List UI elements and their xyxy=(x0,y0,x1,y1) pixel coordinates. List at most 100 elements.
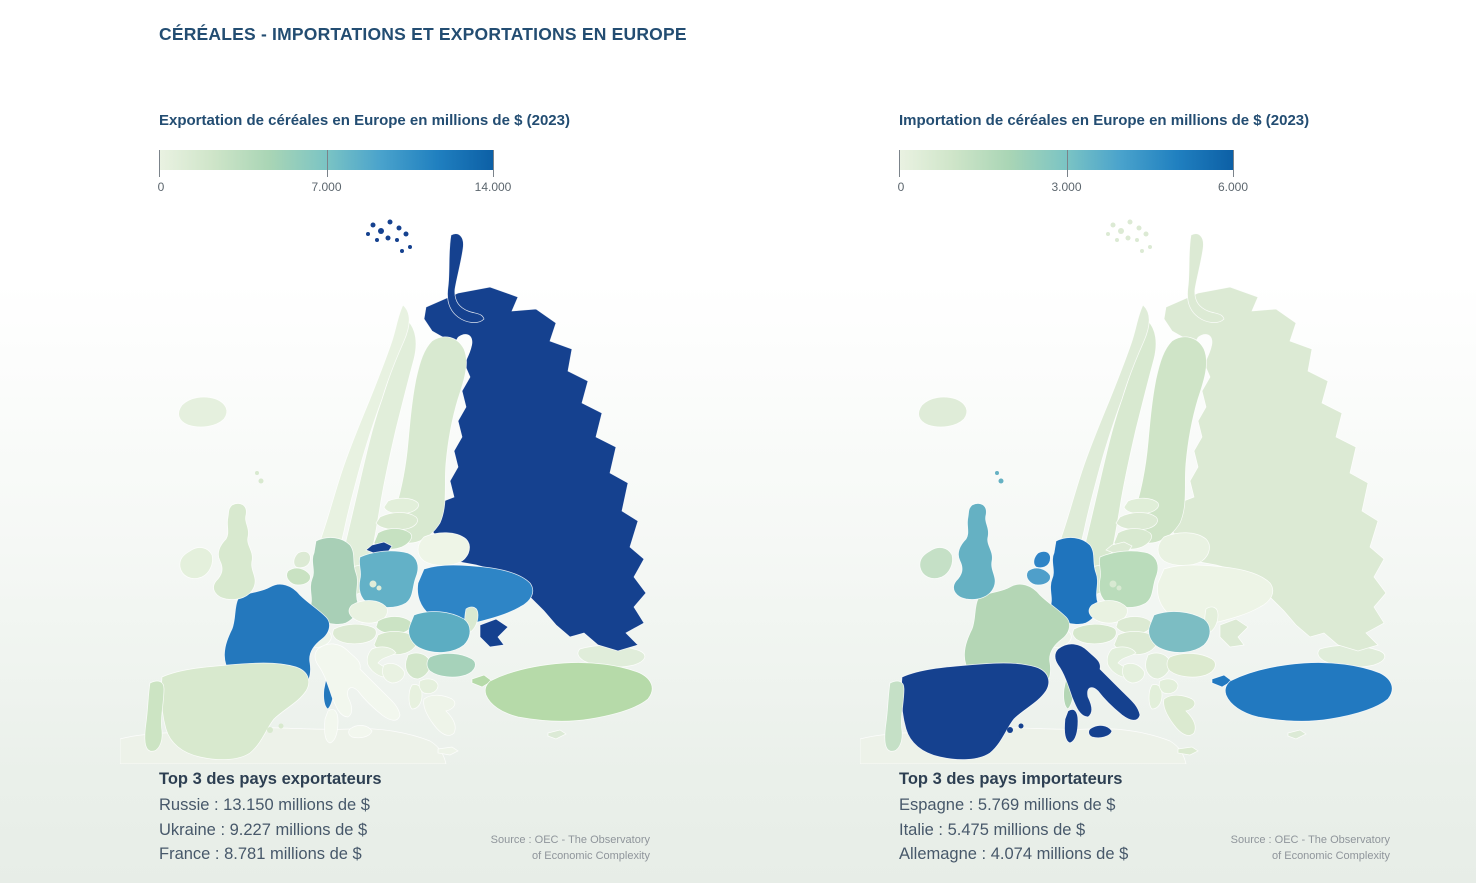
island-dot-denmark xyxy=(376,585,382,591)
country-sardinia xyxy=(1064,709,1079,744)
import-source-credit: Source : OEC - The Observatory of Econom… xyxy=(1231,832,1390,867)
import-top3-line-3: Allemagne : 4.074 millions de $ xyxy=(899,845,1129,863)
island-dot-russia xyxy=(395,238,399,242)
island-dot-spain xyxy=(259,731,263,735)
country-estonia xyxy=(1123,497,1159,515)
island-dot-russia xyxy=(385,235,391,241)
import-map-title: Importation de céréales en Europe en mil… xyxy=(899,112,1310,129)
island-dot-spain xyxy=(267,727,273,733)
scale-tick-max xyxy=(1233,150,1234,177)
island-dot-uk xyxy=(998,478,1004,484)
island-dot-denmark xyxy=(369,580,377,588)
country-thrace xyxy=(471,674,493,688)
country-russia xyxy=(423,286,647,652)
export-source-line-2: of Economic Complexity xyxy=(532,849,650,862)
island-dot-spain xyxy=(278,723,284,729)
country-turkey xyxy=(1224,662,1393,722)
country-belgium xyxy=(1026,567,1051,586)
scale-tick-mid xyxy=(1066,150,1068,177)
export-source-credit: Source : OEC - The Observatory of Econom… xyxy=(491,832,650,867)
country-iceland xyxy=(918,396,968,428)
scale-label-max: 6.000 xyxy=(1217,180,1249,194)
country-bulgaria xyxy=(1166,653,1216,678)
country-romania xyxy=(1148,611,1211,653)
scale-label-mid: 3.000 xyxy=(1051,180,1082,194)
country-turkey xyxy=(484,662,653,722)
country-bosnia xyxy=(382,663,405,684)
country-serbia xyxy=(1145,652,1171,680)
import-top3: Top 3 des pays importateurs Espagne : 5.… xyxy=(899,770,1128,867)
island-dot-russia xyxy=(1136,225,1142,231)
island-dot-russia xyxy=(403,231,409,237)
country-ireland xyxy=(919,547,953,579)
country-uk xyxy=(953,503,996,600)
island-dot-denmark xyxy=(1116,585,1122,591)
island-dot-russia xyxy=(387,219,393,225)
scale-tick-min xyxy=(899,150,900,177)
island-dot-russia xyxy=(1148,245,1152,249)
island-dot-russia xyxy=(370,222,376,228)
island-dot-russia xyxy=(1118,228,1124,234)
country-greece xyxy=(423,694,456,736)
country-uk xyxy=(213,503,256,600)
country-crimea xyxy=(479,618,509,648)
island-dot-spain xyxy=(1018,723,1024,729)
country-germany xyxy=(308,537,359,625)
import-bottom-row: Top 3 des pays importateurs Espagne : 5.… xyxy=(899,770,1390,867)
country-iceland xyxy=(178,396,228,428)
import-choropleth-map xyxy=(860,219,1393,764)
island-dot-russia xyxy=(1135,238,1139,242)
export-top3-line-3: France : 8.781 millions de $ xyxy=(159,845,362,863)
country-austria xyxy=(332,623,377,645)
scale-tick-mid xyxy=(326,150,328,177)
import-top3-line-2: Italie : 5.475 millions de $ xyxy=(899,820,1086,839)
island-dot-spain xyxy=(999,731,1003,735)
import-color-scale: 0 3.000 6.000 xyxy=(898,150,1248,198)
island-dot-russia xyxy=(378,228,384,234)
country-portugal xyxy=(144,680,165,752)
country-spain xyxy=(160,662,310,760)
country-macedonia xyxy=(418,678,439,694)
country-belgium xyxy=(286,567,311,586)
export-color-scale: 0 7.000 14.000 xyxy=(157,150,511,198)
country-italy xyxy=(1054,643,1141,721)
country-serbia xyxy=(405,652,431,680)
export-top3: Top 3 des pays exportateurs Russie : 13.… xyxy=(159,770,382,867)
panel-exports: Exportation de céréales en Europe en mil… xyxy=(120,112,695,867)
country-crete xyxy=(1177,746,1199,756)
country-sardinia xyxy=(324,709,339,744)
country-estonia xyxy=(383,497,419,515)
island-dot-russia xyxy=(396,225,402,231)
island-dot-russia xyxy=(366,232,370,236)
island-dot-russia xyxy=(1115,238,1119,242)
import-top3-line-1: Espagne : 5.769 millions de $ xyxy=(899,796,1116,814)
export-bottom-row: Top 3 des pays exportateurs Russie : 13.… xyxy=(159,770,650,867)
export-top3-line-1: Russie : 13.150 millions de $ xyxy=(159,796,370,814)
export-top3-heading: Top 3 des pays exportateurs xyxy=(159,770,382,788)
island-dot-russia xyxy=(1110,222,1116,228)
country-germany xyxy=(1048,537,1099,625)
country-cyprus xyxy=(547,729,567,740)
island-dot-uk xyxy=(255,471,259,475)
island-dot-russia xyxy=(400,249,404,253)
scale-label-min: 0 xyxy=(157,180,165,194)
country-belarus xyxy=(417,532,470,566)
country-bulgaria xyxy=(426,653,476,678)
country-sicily xyxy=(1088,725,1113,739)
export-map-title: Exportation de céréales en Europe en mil… xyxy=(159,112,570,129)
import-top3-heading: Top 3 des pays importateurs xyxy=(899,770,1123,788)
panel-imports: Importation de céréales en Europe en mil… xyxy=(860,112,1435,867)
country-bosnia xyxy=(1122,663,1145,684)
country-latvia xyxy=(375,512,418,531)
country-italy xyxy=(314,643,401,721)
country-greece xyxy=(1163,694,1196,736)
export-source-line-1: Source : OEC - The Observatory xyxy=(490,833,650,846)
country-belarus xyxy=(1157,532,1210,566)
country-ireland xyxy=(179,547,213,579)
country-portugal xyxy=(884,680,905,752)
island-dot-uk xyxy=(258,478,264,484)
country-austria xyxy=(1072,623,1117,645)
country-thrace xyxy=(1211,674,1233,688)
island-dot-russia xyxy=(1125,235,1131,241)
country-russia xyxy=(1163,286,1387,652)
